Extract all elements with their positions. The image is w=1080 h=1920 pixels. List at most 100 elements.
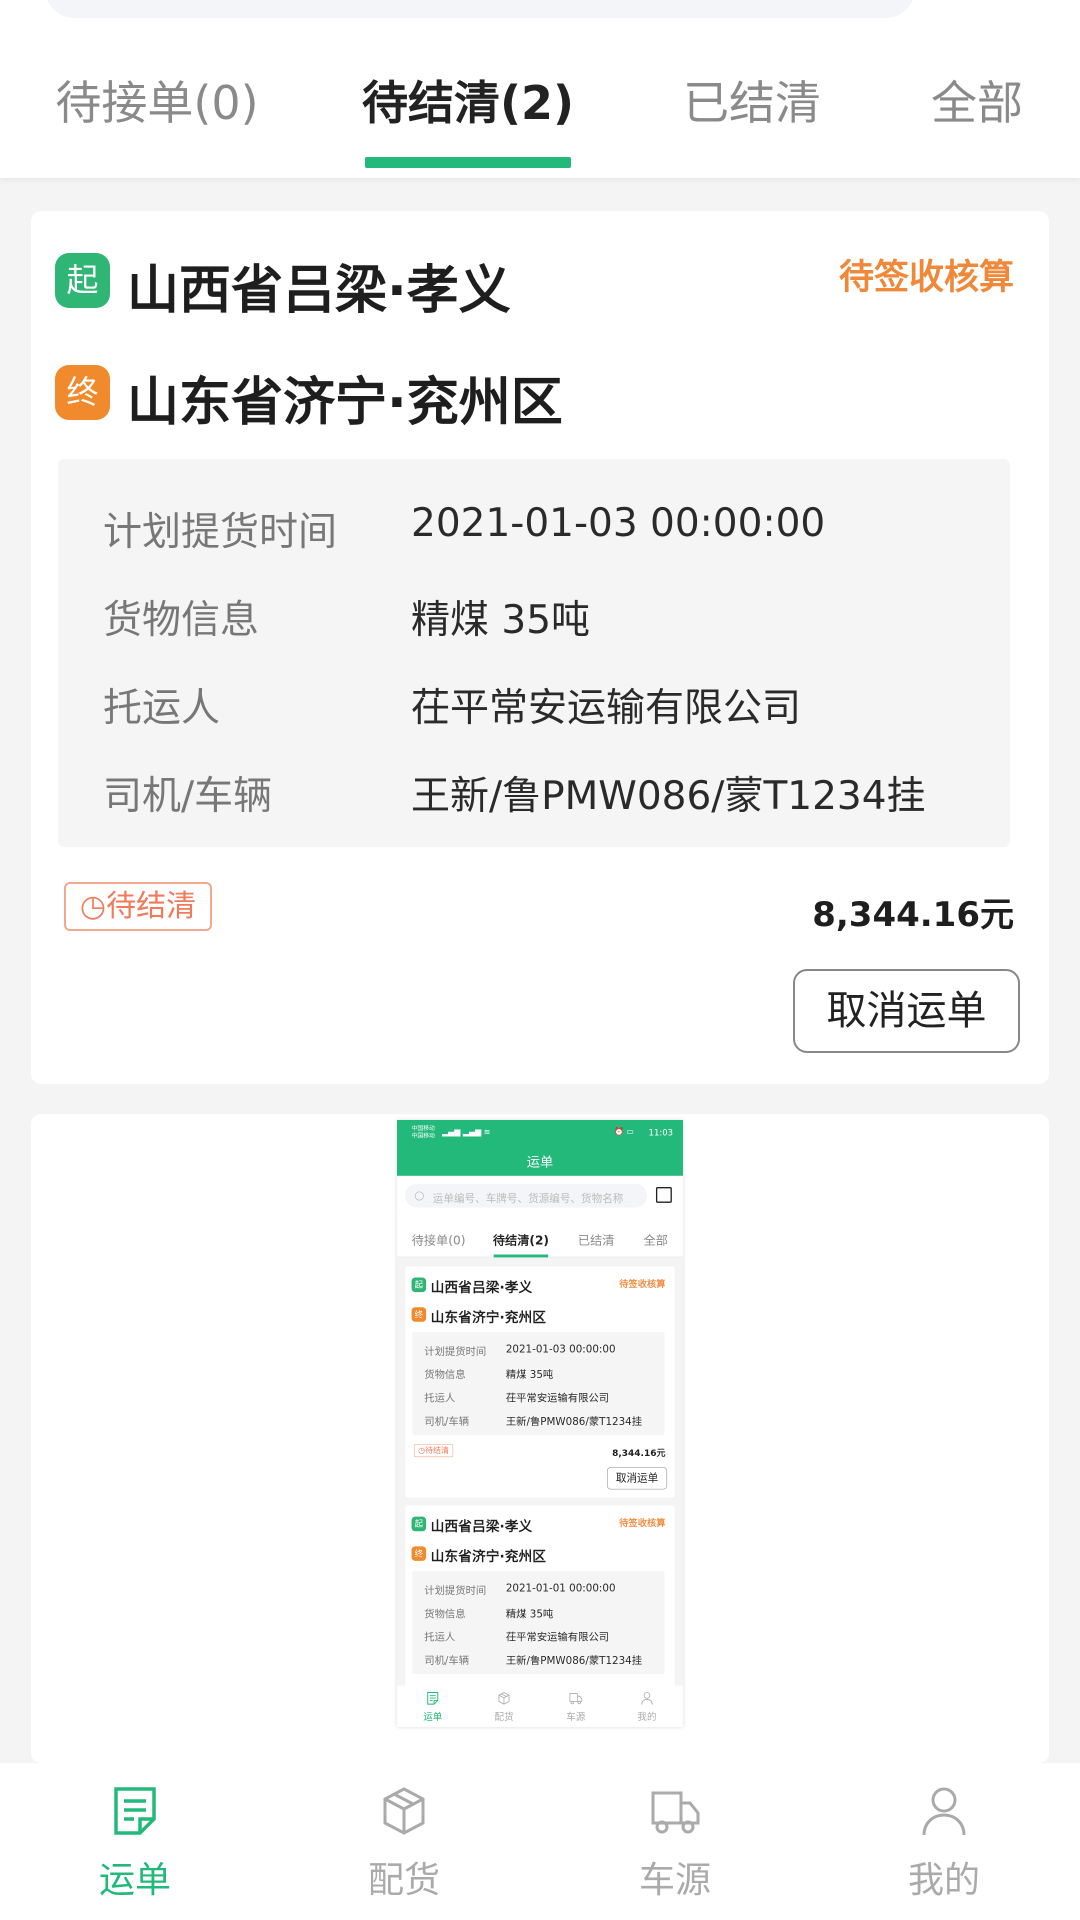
nav-label: 车源 <box>638 1860 711 1901</box>
user-icon <box>919 1785 969 1837</box>
destination-location: 山东省济宁·兖州区 <box>430 1309 547 1326</box>
info-value: 王新/鲁PMW086/蒙T1234挂 <box>505 1415 643 1428</box>
tab-3[interactable]: 全部 <box>643 1233 668 1248</box>
calendar-icon[interactable] <box>655 1186 672 1203</box>
info-label: 托运人 <box>103 686 221 731</box>
info-value: 王新/鲁PMW086/蒙T1234挂 <box>505 1654 643 1667</box>
nav-label: 配货 <box>494 1711 514 1723</box>
nav-item-3[interactable]: 我的 <box>620 1686 673 1727</box>
badge-text: 待结清 <box>425 1445 449 1456</box>
bottom-nav: 运单 配货 车源 我的 <box>397 1685 683 1727</box>
info-value: 精煤 35吨 <box>505 1608 554 1620</box>
destination-pin-icon: 终 <box>55 365 110 420</box>
info-label: 司机/车辆 <box>424 1415 470 1428</box>
destination-pin-icon: 终 <box>411 1307 427 1322</box>
document-icon <box>426 1691 439 1705</box>
info-label: 托运人 <box>424 1392 456 1405</box>
nav-label: 我的 <box>637 1711 657 1723</box>
cancel-order-button[interactable]: 取消运单 <box>793 969 1020 1053</box>
nav-item-2[interactable]: 车源 <box>549 1686 602 1727</box>
active-tab-indicator <box>493 1254 549 1258</box>
truck-icon <box>569 1691 583 1705</box>
status-bar-carriers: 中国移动 中国移动 <box>412 1125 435 1140</box>
info-label: 货物信息 <box>424 1608 466 1620</box>
order-status: 待签收核算 <box>619 1278 666 1290</box>
nav-item-2[interactable]: 车源 <box>575 1763 775 1920</box>
info-value: 精煤 35吨 <box>505 1368 554 1381</box>
clock: 11:03 <box>648 1127 673 1138</box>
settlement-badge: ◷待结清 <box>413 1444 454 1458</box>
nav-item-3[interactable]: 我的 <box>844 1763 1044 1920</box>
thumbnail-screen: 中国移动 中国移动 ▂▄▆ ▂▄▆ ≋ ⏰ ▭ 11:03 运单 ○ 运单编号、… <box>397 1120 683 1727</box>
nav-item-0[interactable]: 运单 <box>406 1686 459 1727</box>
order-card[interactable]: 起 山西省吕梁·孝义 待签收核算 终 山东省济宁·兖州区 计划提货时间 2021… <box>31 211 1049 1084</box>
truck-icon <box>650 1785 700 1837</box>
info-label: 计划提货时间 <box>103 510 338 555</box>
origin-location: 山西省吕梁·孝义 <box>127 261 511 321</box>
order-card[interactable]: 起 山西省吕梁·孝义 待签收核算 终 山东省济宁·兖州区 计划提货时间 2021… <box>405 1266 675 1498</box>
nav-label: 运单 <box>423 1711 443 1723</box>
search-input[interactable]: ○ 运单编号、车牌号、货源编号、货物名称 <box>404 1183 648 1208</box>
signal-wifi-icon: ▂▄▆ ▂▄▆ ≋ <box>442 1127 491 1137</box>
search-input[interactable] <box>45 0 915 18</box>
order-status: 待签收核算 <box>619 1517 666 1529</box>
tab-2[interactable]: 已结清 <box>577 1233 615 1248</box>
order-amount: 8,344.16元 <box>812 895 1014 935</box>
info-label: 计划提货时间 <box>424 1345 487 1358</box>
origin-location: 山西省吕梁·孝义 <box>430 1518 533 1535</box>
nav-item-1[interactable]: 配货 <box>477 1686 530 1727</box>
tab-bar: 待接单(0) 待结清(2) 已结清 全部 <box>0 0 1080 178</box>
tab-2[interactable]: 已结清 <box>683 76 821 130</box>
clock-icon: ◷ <box>418 1445 426 1456</box>
origin-pin-icon: 起 <box>411 1516 427 1532</box>
destination-location: 山东省济宁·兖州区 <box>430 1548 547 1565</box>
info-value: 2021-01-03 00:00:00 <box>411 501 826 546</box>
nav-label: 配货 <box>367 1860 440 1901</box>
cancel-order-button[interactable]: 取消运单 <box>606 1467 668 1490</box>
search-row: ○ 运单编号、车牌号、货源编号、货物名称 <box>397 1175 683 1213</box>
nav-item-0[interactable]: 运单 <box>35 1763 235 1920</box>
settlement-badge: ◷待结清 <box>64 882 212 931</box>
info-value: 2021-01-03 00:00:00 <box>505 1343 616 1356</box>
nav-label: 运单 <box>98 1860 171 1901</box>
search-icon: ○ <box>414 1188 425 1203</box>
info-value: 2021-01-01 00:00:00 <box>505 1582 616 1595</box>
user-icon <box>640 1691 653 1705</box>
info-label: 托运人 <box>424 1631 456 1644</box>
battery-icon: ⏰ ▭ <box>614 1126 635 1137</box>
info-label: 货物信息 <box>103 598 260 643</box>
order-info-box: 计划提货时间 2021-01-03 00:00:00 货物信息 精煤 35吨 托运人… <box>58 459 1010 847</box>
order-info-box: 计划提货时间 2021-01-01 00:00:00 货物信息 精煤 35吨托运人… <box>412 1571 665 1674</box>
info-label: 货物信息 <box>424 1368 466 1381</box>
box-icon <box>379 1785 429 1837</box>
nav-label: 车源 <box>566 1711 586 1723</box>
tab-0[interactable]: 待接单(0) <box>411 1233 466 1248</box>
search-placeholder: 运单编号、车牌号、货源编号、货物名称 <box>432 1192 624 1205</box>
destination-pin-icon: 终 <box>411 1546 427 1561</box>
order-info-box: 计划提货时间 2021-01-03 00:00:00 货物信息 精煤 35吨托运人… <box>412 1332 665 1435</box>
tab-0[interactable]: 待接单(0) <box>55 76 259 130</box>
info-label: 计划提货时间 <box>424 1584 487 1597</box>
destination-location: 山东省济宁·兖州区 <box>127 373 563 433</box>
box-icon <box>497 1691 510 1705</box>
screenshot-thumbnail[interactable]: 中国移动 中国移动 ▂▄▆ ▂▄▆ ≋ ⏰ ▭ 11:03 运单 ○ 运单编号、… <box>397 1120 683 1727</box>
document-icon <box>110 1785 160 1837</box>
info-value: 王新/鲁PMW086/蒙T1234挂 <box>411 774 926 819</box>
order-card[interactable]: 起 山西省吕梁·孝义 待签收核算 终 山东省济宁·兖州区 计划提货时间 2021… <box>405 1505 675 1727</box>
tab-3[interactable]: 全部 <box>931 76 1023 130</box>
origin-location: 山西省吕梁·孝义 <box>430 1279 533 1296</box>
page-title: 运单 <box>526 1154 554 1170</box>
tab-1[interactable]: 待结清(2) <box>492 1233 550 1248</box>
info-label: 司机/车辆 <box>424 1654 470 1667</box>
bottom-nav: 运单 配货 车源 我的 <box>0 1763 1080 1920</box>
tab-1[interactable]: 待结清(2) <box>361 76 575 130</box>
clock-icon: ◷ <box>79 889 107 924</box>
info-value: 茌平常安运输有限公司 <box>411 686 802 731</box>
carrier-1: 中国移动 <box>411 1125 435 1132</box>
nav-item-1[interactable]: 配货 <box>304 1763 504 1920</box>
info-label: 司机/车辆 <box>103 774 273 819</box>
tab-bar: 待接单(0) 待结清(2) 已结清 全部 <box>397 1212 683 1258</box>
info-value: 茌平常安运输有限公司 <box>505 1392 610 1405</box>
order-status: 待签收核算 <box>838 258 1014 298</box>
